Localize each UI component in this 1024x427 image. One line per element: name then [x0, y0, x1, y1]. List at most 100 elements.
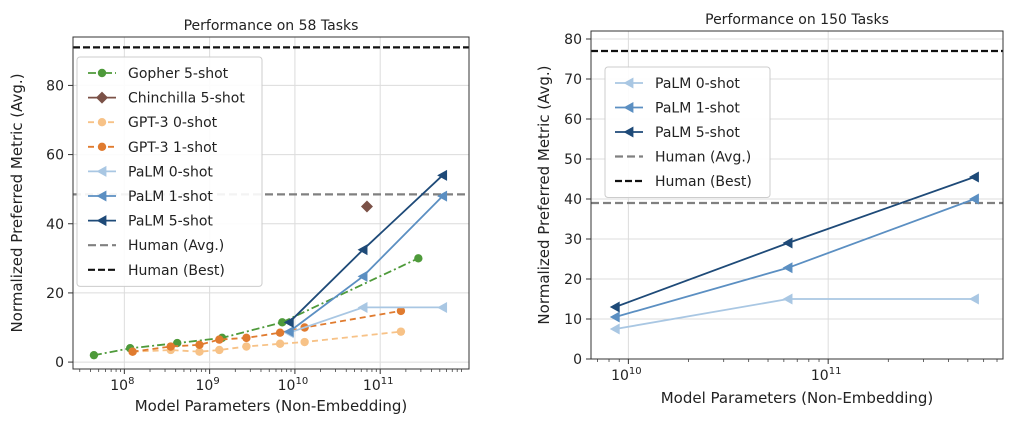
legend-label: GPT-3 1-shot — [128, 140, 218, 156]
data-point — [242, 342, 251, 351]
y-tick-label: 60 — [46, 148, 64, 164]
y-tick-label: 60 — [564, 112, 582, 128]
y-tick-label: 40 — [564, 192, 582, 208]
series — [128, 327, 406, 356]
chart-title: Performance on 150 Tasks — [705, 12, 889, 28]
data-point — [437, 301, 448, 313]
data-point — [357, 244, 368, 256]
legend-label: PaLM 0-shot — [128, 164, 213, 180]
legend-label: PaLM 1-shot — [128, 189, 213, 205]
data-point — [609, 301, 620, 313]
legend-label: PaLM 5-shot — [655, 125, 740, 141]
data-point — [968, 193, 979, 205]
series — [360, 200, 373, 213]
y-axis-label: Normalized Preferred Metric (Avg.) — [8, 73, 26, 332]
legend-entry: PaLM 5-shot — [615, 125, 740, 141]
data-point — [89, 350, 99, 360]
legend-entry: Human (Avg.) — [615, 150, 751, 166]
data-point — [166, 342, 175, 351]
data-point — [437, 190, 448, 202]
chart-panel-1: 108 109 1010 1011 0 20 40 60 80 Performance on 58… — [8, 18, 470, 415]
legend-label: PaLM 0-shot — [655, 76, 740, 92]
legend: Gopher 5-shot Chinchilla 5-shot GPT-3 0-sh… — [76, 56, 263, 287]
series — [609, 293, 979, 335]
x-tick-label: 1010 — [278, 376, 309, 394]
legend-entry: PaLM 0-shot — [615, 76, 740, 92]
legend-label: GPT-3 0-shot — [128, 115, 218, 131]
x-axis-label: Model Parameters (Non-Embedding) — [661, 389, 934, 407]
legend: PaLM 0-shot PaLM 1-shot PaLM 5-shot Human (… — [604, 66, 771, 198]
x-tick-label: 109 — [196, 376, 220, 394]
legend-label: Chinchilla 5-shot — [128, 91, 245, 107]
data-point — [609, 311, 620, 323]
legend-label: PaLM 5-shot — [128, 214, 213, 230]
legend-marker — [96, 190, 107, 202]
y-tick-label: 20 — [46, 286, 64, 302]
legend-entry: PaLM 5-shot — [88, 214, 213, 230]
y-tick-label: 30 — [564, 232, 582, 248]
legend-marker — [97, 68, 107, 78]
data-point — [357, 270, 368, 282]
data-point — [360, 200, 373, 213]
axes-frame — [590, 30, 1004, 360]
data-point — [215, 335, 224, 344]
data-point — [215, 345, 224, 355]
series — [89, 254, 423, 360]
legend-entry: PaLM 0-shot — [88, 164, 213, 180]
legend-entry: PaLM 1-shot — [88, 189, 213, 205]
legend-entry: GPT-3 0-shot — [88, 115, 218, 131]
data-point — [396, 327, 406, 336]
series — [609, 193, 979, 323]
chart-title: Performance on 58 Tasks — [184, 18, 359, 34]
data-point — [968, 293, 979, 305]
legend-entry: GPT-3 1-shot — [88, 140, 218, 156]
data-point — [195, 347, 204, 356]
series-line — [132, 310, 402, 353]
series — [128, 306, 406, 356]
x-tick-label: 108 — [110, 376, 134, 394]
series — [609, 171, 979, 313]
data-point — [782, 262, 793, 274]
legend-entry: Chinchilla 5-shot — [88, 91, 245, 107]
data-point — [414, 254, 423, 263]
legend-marker — [97, 118, 107, 127]
x-axis-label: Model Parameters (Non-Embedding) — [135, 397, 408, 415]
legend-marker — [96, 215, 107, 227]
data-point — [782, 237, 793, 249]
data-point — [242, 333, 251, 343]
data-point — [283, 316, 294, 328]
data-point — [195, 340, 204, 349]
y-tick-label: 0 — [55, 355, 64, 371]
legend-entry: Gopher 5-shot — [88, 66, 229, 82]
legend-marker — [623, 102, 634, 113]
series — [283, 190, 448, 338]
x-tick-label: 1011 — [363, 376, 394, 394]
legend-entry: PaLM 1-shot — [615, 101, 740, 117]
x-tick-label: 1011 — [811, 366, 842, 384]
y-tick-label: 80 — [46, 78, 64, 94]
data-point — [278, 318, 287, 327]
series-line — [132, 330, 401, 353]
series — [283, 169, 448, 328]
legend-label: Human (Avg.) — [128, 238, 224, 254]
y-tick-label: 0 — [573, 352, 582, 368]
legend-marker — [97, 142, 107, 151]
data-point — [283, 326, 294, 338]
data-point — [357, 301, 368, 313]
minor-ticks — [79, 369, 462, 372]
data-point — [782, 293, 793, 305]
legend-box — [76, 56, 263, 287]
data-point — [128, 347, 137, 356]
legend-marker — [623, 77, 634, 89]
x-tick-label: 1010 — [611, 366, 642, 384]
legend-label: Human (Avg.) — [655, 150, 751, 166]
axes-frame — [72, 36, 470, 370]
legend-entry: Human (Best) — [615, 174, 752, 190]
data-point — [968, 171, 979, 183]
legend-marker — [623, 126, 634, 138]
legend-label: Human (Best) — [128, 263, 225, 279]
y-tick-label: 40 — [46, 217, 64, 233]
data-point — [275, 328, 285, 337]
legend-label: PaLM 1-shot — [655, 101, 740, 117]
